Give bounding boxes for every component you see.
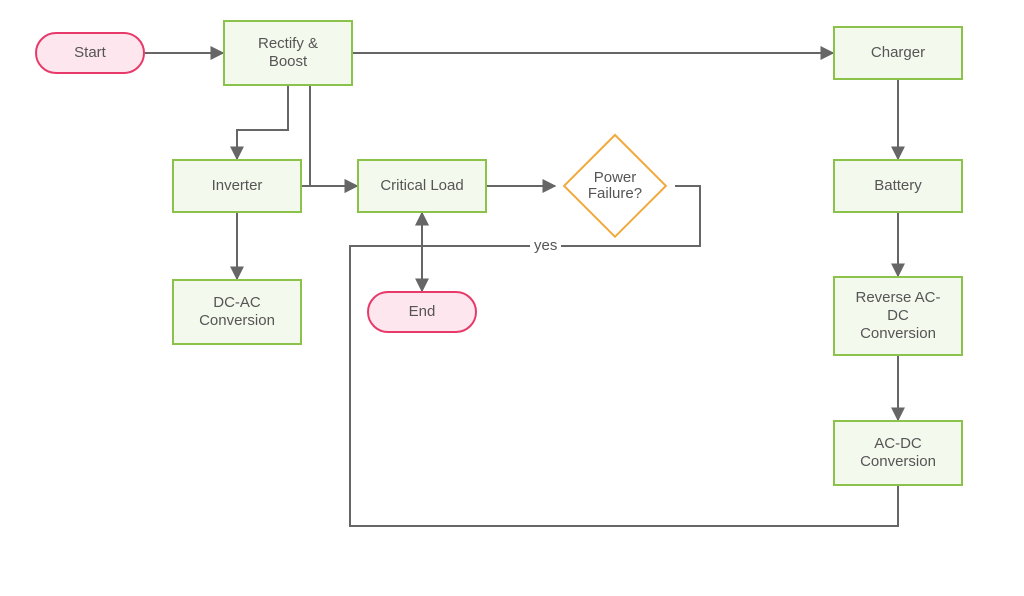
node-label: Inverter (212, 177, 263, 195)
node-label: AC-DCConversion (860, 435, 936, 471)
node-label: Reverse AC-DCConversion (855, 289, 940, 343)
node-label: DC-ACConversion (199, 294, 275, 330)
node-rectify: Rectify &Boost (223, 20, 353, 86)
node-charger: Charger (833, 26, 963, 80)
node-label: Start (74, 44, 106, 62)
node-label: Rectify &Boost (258, 35, 318, 71)
edge-e13 (350, 213, 898, 526)
node-decision: PowerFailure? (555, 144, 675, 228)
node-critical: Critical Load (357, 159, 487, 213)
node-dcac: DC-ACConversion (172, 279, 302, 345)
node-inverter: Inverter (172, 159, 302, 213)
node-battery: Battery (833, 159, 963, 213)
edge-e3 (237, 86, 288, 159)
node-label: Battery (874, 177, 922, 195)
node-acdc: AC-DCConversion (833, 420, 963, 486)
node-start: Start (35, 32, 145, 74)
node-label: Critical Load (380, 177, 463, 195)
node-end: End (367, 291, 477, 333)
flowchart-canvas: Start Rectify &Boost Charger Inverter Critic… (0, 0, 1024, 596)
edge-label-e9: yes (530, 237, 561, 254)
node-revacdc: Reverse AC-DCConversion (833, 276, 963, 356)
node-label: PowerFailure? (555, 144, 675, 228)
node-label: Charger (871, 44, 925, 62)
node-label: End (409, 303, 436, 321)
edge-e4 (310, 86, 357, 186)
